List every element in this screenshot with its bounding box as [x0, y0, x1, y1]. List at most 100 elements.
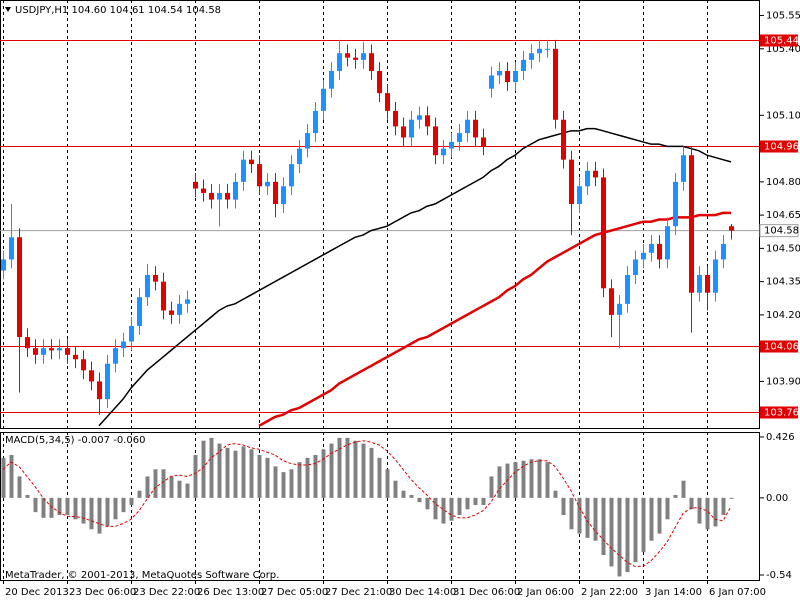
x-tick-label: 23 Dec 06:00 [69, 587, 136, 598]
candle-body [633, 259, 638, 275]
x-tick-label: 30 Dec 14:00 [389, 587, 456, 598]
macd-bar [481, 497, 486, 505]
candle-body [353, 57, 358, 60]
candle-body [577, 186, 582, 205]
macd-bar [489, 476, 494, 498]
candle-body [1, 259, 6, 271]
candle-body [657, 243, 662, 260]
macd-bar [137, 490, 142, 498]
macd-bar [225, 447, 230, 498]
macd-bar [441, 497, 446, 524]
candle-body [697, 274, 702, 293]
macd-bar [665, 497, 670, 520]
candle-body [681, 155, 686, 182]
y-tick-label: 104.35 [766, 277, 800, 288]
macd-bar [201, 440, 206, 498]
macd-bar [465, 497, 470, 510]
macd-y-tick-label: 0.426 [766, 432, 795, 443]
macd-bar [17, 476, 22, 498]
candle-body [257, 164, 262, 187]
macd-bar [513, 462, 518, 498]
macd-bar [313, 455, 318, 498]
candle-body [129, 325, 134, 342]
macd-bar [641, 497, 646, 553]
candle-body [25, 337, 30, 349]
macd-bar [161, 469, 166, 498]
macd-bar [217, 443, 222, 498]
macd-bar [193, 455, 198, 498]
candle-body [537, 48, 542, 54]
level-label: 104.96 [764, 142, 799, 153]
candle-body [57, 348, 62, 351]
candle-body [417, 115, 422, 120]
macd-bar [273, 466, 278, 498]
macd-bar [81, 497, 86, 524]
macd-bar [289, 469, 294, 498]
y-tick-label: 103.90 [766, 376, 800, 387]
candle-body [313, 110, 318, 134]
candle-body [649, 243, 654, 253]
candle-body [361, 53, 366, 60]
macd-bar [113, 497, 118, 520]
candle-body [65, 348, 70, 355]
macd-bar [649, 497, 654, 541]
level-label: 104.06 [764, 342, 799, 353]
macd-bar [617, 497, 622, 577]
candle-body [473, 119, 478, 138]
macd-bar [353, 440, 358, 498]
candle-body [177, 303, 182, 315]
macd-signal-last: -0.060 [113, 435, 145, 446]
candle-body [585, 170, 590, 187]
macd-bar [553, 490, 558, 498]
x-tick-label: 3 Jan 14:00 [645, 587, 702, 598]
candle-body [145, 274, 150, 298]
macd-bar [57, 497, 62, 515]
y-tick-label: 105.10 [766, 110, 800, 121]
macd-bar [265, 457, 270, 498]
candle-body [377, 70, 382, 94]
candle-body [489, 75, 494, 89]
candle-body [713, 259, 718, 293]
candle-body [457, 133, 462, 142]
macd-bar [681, 480, 686, 498]
macd-bar [305, 457, 310, 498]
macd-bar [345, 437, 350, 498]
candle-body [665, 226, 670, 260]
y-tick-label: 105.40 [766, 44, 800, 55]
macd-bar [593, 497, 598, 541]
candle-body [465, 119, 470, 134]
candle-body [369, 53, 374, 71]
candle-body [601, 177, 606, 289]
y-tick-label: 104.65 [766, 210, 800, 221]
macd-bar [361, 443, 366, 498]
x-tick-label: 27 Dec 21:00 [325, 587, 392, 598]
level-label-box [760, 406, 798, 419]
candle-body [449, 141, 454, 149]
y-tick-label: 104.50 [766, 243, 800, 254]
candle-body [49, 348, 54, 351]
macd-bar [401, 490, 406, 498]
last-low: 104.54 [148, 5, 183, 16]
moving-average [258, 211, 731, 427]
candle-body [297, 148, 302, 165]
candle-body [529, 53, 534, 60]
candle-body [281, 186, 286, 205]
candle-body [345, 53, 350, 58]
candle-body [393, 110, 398, 127]
macd-bar [281, 472, 286, 498]
x-tick-label: 20 Dec 2013 [5, 587, 69, 598]
candle-body [241, 159, 246, 182]
macd-bar [569, 497, 574, 530]
candle-body [321, 88, 326, 111]
candle-body [225, 192, 230, 200]
macd-bar [321, 449, 326, 498]
candle-body [113, 348, 118, 364]
candle-body [33, 348, 38, 355]
candle-body [689, 155, 694, 293]
macd-bar [601, 497, 606, 555]
candle-body [329, 70, 334, 89]
candle-body [201, 188, 206, 193]
macd-bar [657, 497, 662, 534]
x-tick-label: 2 Jan 22:00 [581, 587, 638, 598]
candle-body [513, 70, 518, 83]
